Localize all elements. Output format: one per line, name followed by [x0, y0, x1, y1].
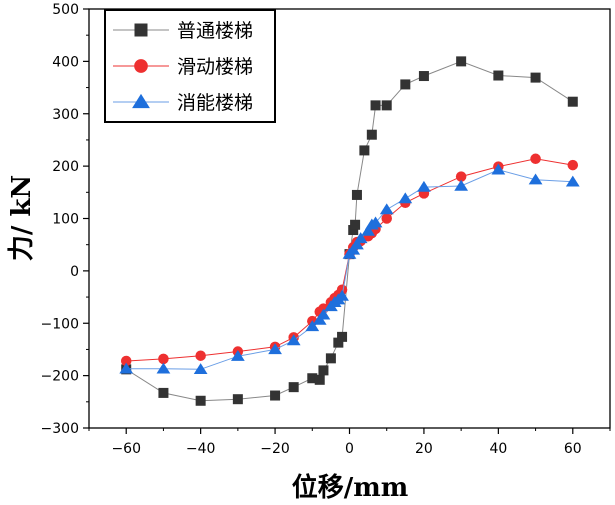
data-point: [381, 100, 392, 111]
data-point: [335, 289, 349, 301]
data-point: [381, 213, 392, 224]
data-point: [158, 353, 169, 365]
data-point: [400, 79, 411, 90]
x-tick-label: 40: [489, 441, 507, 457]
data-point: [230, 349, 245, 361]
data-point: [567, 96, 578, 107]
x-tick-label: 20: [415, 441, 433, 457]
data-point: [156, 362, 171, 374]
data-point: [370, 100, 381, 111]
data-point: [333, 337, 344, 348]
legend-marker: [134, 59, 148, 73]
legend-marker: [132, 93, 150, 109]
y-axis-title: 力/ kN: [7, 175, 37, 261]
data-point: [351, 189, 362, 200]
data-point: [286, 334, 301, 346]
data-point: [119, 362, 134, 374]
data-point: [530, 153, 541, 165]
y-tick-label: 300: [52, 107, 79, 123]
y-tick-label: 200: [52, 159, 79, 175]
data-point: [456, 56, 467, 67]
series-line: [126, 169, 573, 370]
data-point: [336, 284, 348, 295]
data-point: [268, 343, 282, 355]
data-point: [193, 363, 208, 375]
y-tick-label: −300: [41, 421, 79, 437]
data-point: [316, 308, 331, 320]
data-point: [493, 70, 504, 81]
y-tick-label: 0: [70, 264, 79, 280]
data-point: [318, 365, 329, 376]
data-point: [368, 216, 383, 228]
data-point: [288, 382, 299, 393]
y-tick-label: −100: [41, 316, 79, 332]
data-point: [454, 179, 469, 191]
data-point: [359, 145, 370, 156]
y-tick-label: 100: [52, 212, 79, 228]
x-tick-label: −20: [260, 441, 290, 457]
data-point: [366, 129, 377, 140]
x-axis-title: 位移/mm: [292, 472, 409, 503]
data-point: [270, 390, 281, 401]
data-point: [350, 219, 361, 230]
series-layer: [119, 56, 580, 406]
data-point: [195, 350, 206, 361]
legend-label: 滑动楼梯: [177, 56, 253, 78]
data-point: [318, 303, 329, 314]
legend-label: 消能楼梯: [177, 92, 253, 114]
x-tick-label: 60: [564, 441, 582, 457]
data-point: [567, 159, 579, 171]
data-point: [491, 163, 506, 175]
series-1: [120, 153, 579, 367]
y-tick-label: −200: [41, 369, 79, 385]
data-point: [455, 171, 467, 182]
data-point: [361, 224, 375, 236]
data-point: [379, 203, 394, 215]
data-point: [158, 387, 169, 398]
data-point: [325, 353, 336, 364]
legend-label: 普通楼梯: [177, 20, 253, 42]
y-tick-label: 500: [52, 2, 79, 18]
data-point: [417, 180, 431, 192]
data-point: [350, 238, 364, 250]
series-0: [121, 56, 578, 406]
x-tick-label: 0: [345, 441, 354, 457]
data-point: [530, 72, 541, 83]
x-tick-label: −40: [186, 441, 216, 457]
data-point: [528, 173, 543, 185]
data-point: [565, 175, 580, 187]
data-point: [348, 225, 359, 236]
series-line: [126, 158, 573, 362]
legend-marker: [134, 23, 148, 37]
data-point: [307, 373, 318, 384]
data-point: [195, 395, 206, 406]
data-point: [418, 71, 429, 82]
data-point: [120, 355, 132, 367]
data-point: [305, 320, 320, 332]
data-point: [232, 394, 243, 405]
x-tick-label: −60: [111, 441, 141, 457]
data-point: [353, 232, 368, 244]
data-point: [398, 192, 413, 204]
data-point: [314, 374, 325, 385]
y-tick-label: 400: [52, 54, 79, 70]
series-2: [119, 163, 580, 375]
data-point: [337, 331, 348, 342]
